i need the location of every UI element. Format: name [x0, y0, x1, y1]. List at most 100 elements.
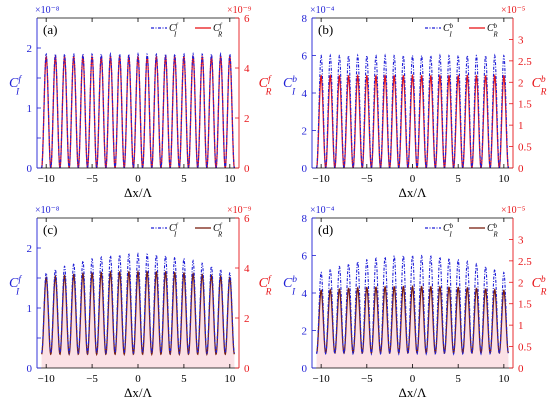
y-left-tick-label: 1 — [27, 103, 33, 115]
legend-label-i: Cf I — [169, 223, 179, 239]
series-area-r — [41, 271, 235, 368]
x-tick-label: −5 — [361, 173, 373, 185]
y-right-tick-label: 0 — [518, 163, 524, 175]
x-tick-label: 10 — [498, 173, 510, 185]
legend-label-i: Cb I — [443, 223, 454, 239]
y-right-tick-label: 6 — [244, 213, 250, 225]
panel-label: (b) — [318, 22, 333, 37]
left-exponent-label: ×10⁻⁴ — [310, 205, 335, 216]
x-tick-label: −5 — [361, 373, 373, 385]
y-right-tick-label: 1 — [518, 120, 524, 132]
panel-label: (a) — [43, 22, 57, 37]
x-tick-label: −10 — [313, 173, 331, 185]
y-right-tick-label: 0 — [518, 363, 524, 375]
y-right-axis-title: Cf R — [259, 74, 272, 98]
series-line-i-f — [41, 252, 235, 355]
y-right-tick-label: 4 — [244, 263, 250, 275]
y-left-tick-label: 4 — [302, 288, 308, 300]
y-right-axis-title: Cb R — [532, 275, 547, 298]
x-tick-label: 10 — [498, 373, 510, 385]
x-tick-label: 10 — [224, 173, 236, 185]
x-tick-label: 10 — [224, 373, 236, 385]
x-tick-label: 0 — [410, 373, 416, 385]
y-right-axis-title: Cf R — [259, 274, 272, 298]
x-tick-label: 0 — [410, 173, 416, 185]
left-exponent-label: ×10⁻⁸ — [35, 5, 60, 16]
legend-label-r: Cf R — [213, 223, 223, 239]
y-left-axis-title: Cf I — [9, 74, 22, 98]
series-line-i-b — [316, 53, 509, 168]
legend-label-r: Cb R — [487, 223, 498, 239]
y-left-tick-label: 0 — [27, 163, 33, 175]
panel-label: (d) — [318, 222, 333, 237]
y-left-tick-label: 6 — [302, 251, 308, 263]
series-line-r-b — [315, 285, 510, 355]
y-left-axis-title: Cb I — [283, 275, 297, 298]
legend-label-i: Cf I — [169, 23, 179, 39]
series-line-i-f — [41, 51, 235, 168]
legend-label-r: Cb R — [487, 23, 498, 39]
panel-label: (c) — [43, 222, 57, 237]
y-right-axis-title-text: Cb R — [532, 275, 547, 298]
y-right-tick-label: 0 — [244, 363, 250, 375]
right-exponent-label: ×10⁻⁵ — [501, 5, 525, 16]
series-line-r-f — [40, 269, 236, 357]
series-line-r-b — [315, 73, 510, 168]
x-tick-label: −5 — [86, 373, 98, 385]
right-exponent-label: ×10⁻⁹ — [227, 205, 252, 216]
y-left-tick-label: 0 — [27, 363, 33, 375]
y-right-tick-label: 0.5 — [518, 342, 532, 354]
y-right-tick-label: 1 — [518, 320, 524, 332]
panel-d: −10 −5 0 5 10 0 2 4 6 8 0 0.5 1 1.5 2 2.5 3 ×10⁻⁴ ×10⁻⁵ Δx/… — [283, 205, 547, 400]
y-right-tick-label: 2 — [518, 277, 524, 289]
y-left-tick-label: 6 — [302, 51, 308, 63]
y-left-tick-label: 4 — [302, 88, 308, 100]
x-axis-title: Δx/Λ — [399, 385, 427, 400]
y-right-axis-title: Cb R — [532, 75, 547, 98]
y-right-tick-label: 0.5 — [518, 142, 532, 154]
x-tick-label: 0 — [135, 373, 141, 385]
x-tick-label: 5 — [181, 173, 187, 185]
y-right-axis-title-text: Cf R — [259, 274, 272, 298]
x-tick-label: −10 — [313, 373, 331, 385]
x-tick-label: 0 — [135, 173, 141, 185]
series-line-i-b — [316, 253, 509, 356]
y-left-tick-label: 0 — [302, 163, 308, 175]
y-right-tick-label: 4 — [244, 63, 250, 75]
x-tick-label: −10 — [38, 373, 56, 385]
y-left-tick-label: 2 — [27, 243, 33, 255]
x-tick-label: 5 — [181, 373, 187, 385]
y-right-tick-label: 1.5 — [518, 99, 532, 111]
y-right-tick-label: 2.5 — [518, 56, 532, 68]
y-right-axis-title-text: Cf R — [259, 74, 272, 98]
x-tick-label: −10 — [38, 173, 56, 185]
left-exponent-label: ×10⁻⁸ — [35, 205, 60, 216]
y-right-tick-label: 1.5 — [518, 299, 532, 311]
y-right-tick-label: 2 — [244, 113, 250, 125]
y-left-tick-label: 8 — [302, 213, 308, 225]
y-right-tick-label: 3 — [518, 234, 524, 246]
x-axis-title: Δx/Λ — [399, 185, 427, 200]
x-tick-label: −5 — [86, 173, 98, 185]
y-right-tick-label: 2 — [518, 77, 524, 89]
y-left-tick-label: 2 — [302, 126, 308, 138]
panel-c: −10 −5 0 5 10 0 1 2 0 2 4 6 ×10⁻⁸ ×10⁻⁹ Δx/Λ Cf I Cf R (c) C… — [9, 205, 272, 400]
right-exponent-label: ×10⁻⁵ — [501, 205, 525, 216]
y-left-tick-label: 8 — [302, 13, 308, 25]
y-right-tick-label: 6 — [244, 13, 250, 25]
x-tick-label: 5 — [455, 173, 461, 185]
y-right-tick-label: 2 — [244, 313, 250, 325]
y-left-tick-label: 1 — [27, 303, 33, 315]
legend-label-r: Cf R — [213, 23, 223, 39]
panel-b: −10 −5 0 5 10 0 2 4 6 8 0 0.5 1 1.5 2 2.5 3 ×10⁻⁴ ×10⁻⁵ Δx/… — [283, 5, 547, 200]
left-exponent-label: ×10⁻⁴ — [310, 5, 335, 16]
series-area-r — [316, 286, 509, 368]
legend-label-i: Cb I — [443, 23, 454, 39]
y-left-axis-title: Cb I — [283, 75, 297, 98]
y-left-tick-label: 2 — [302, 326, 308, 338]
y-right-tick-label: 0 — [244, 163, 250, 175]
y-left-tick-label: 0 — [302, 363, 308, 375]
x-tick-label: 5 — [455, 373, 461, 385]
y-right-tick-label: 2.5 — [518, 256, 532, 268]
